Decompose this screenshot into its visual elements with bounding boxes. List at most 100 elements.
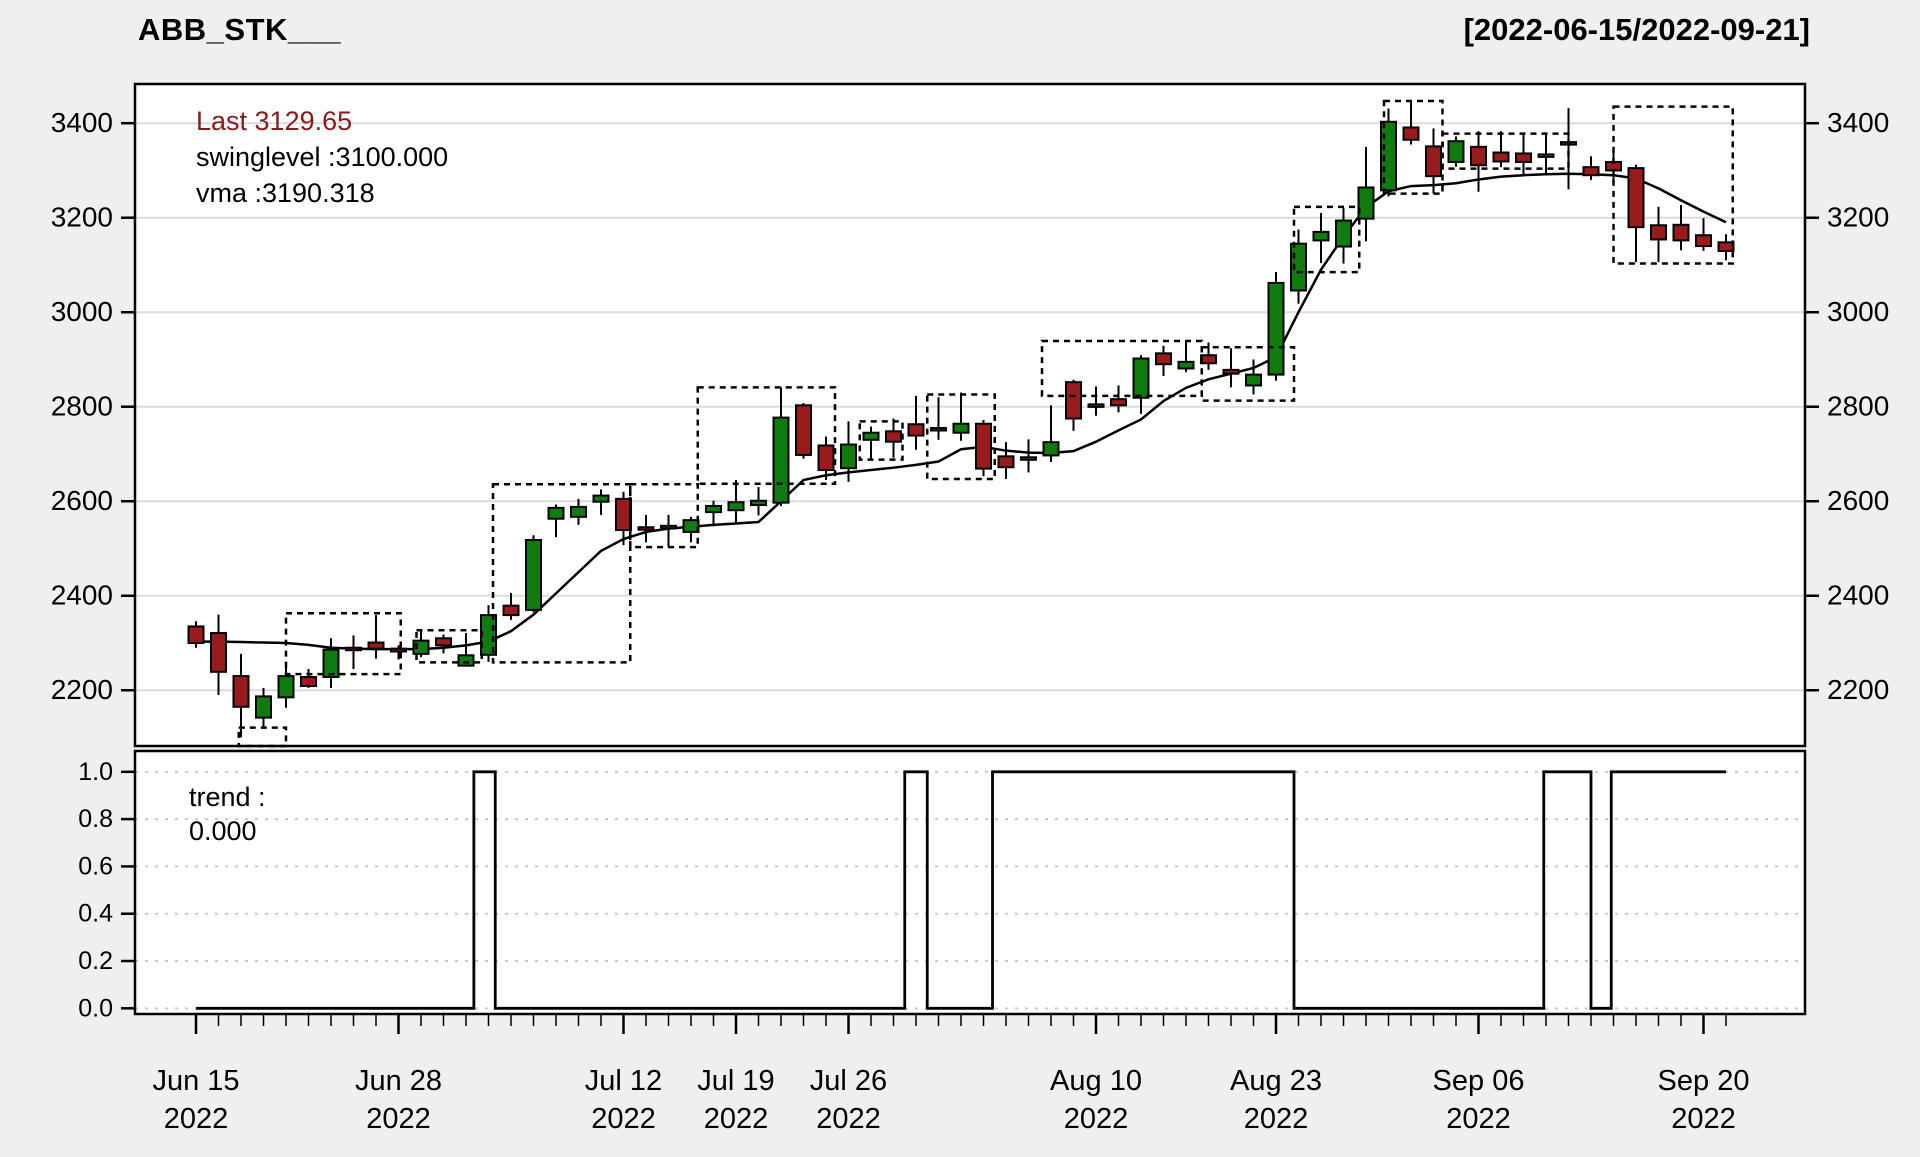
svg-text:0.0: 0.0 — [78, 994, 113, 1022]
svg-text:Sep 20: Sep 20 — [1658, 1065, 1750, 1097]
candle — [660, 514, 677, 548]
svg-text:2200: 2200 — [51, 674, 113, 705]
trend-label-line2: 0.000 — [189, 816, 257, 846]
candle — [997, 442, 1015, 480]
candle — [1177, 341, 1195, 373]
candle — [502, 592, 520, 620]
candle — [1717, 234, 1735, 261]
candle — [1627, 164, 1645, 263]
trend-y-axis: 0.0 0.2 0.4 0.6 0.8 1.0 — [78, 758, 135, 1022]
candle — [1515, 132, 1532, 175]
svg-text:Aug 10: Aug 10 — [1050, 1065, 1142, 1097]
candle — [1087, 386, 1105, 416]
svg-text:Jul 26: Jul 26 — [810, 1065, 887, 1097]
candle — [592, 489, 610, 515]
main-panel-border — [133, 82, 1807, 748]
svg-text:3400: 3400 — [51, 107, 113, 138]
svg-text:Jul 19: Jul 19 — [697, 1065, 774, 1097]
svg-text:2800: 2800 — [1827, 391, 1889, 422]
candle — [1650, 206, 1667, 263]
candle — [907, 395, 925, 450]
candle — [727, 479, 745, 523]
svg-text:2022: 2022 — [366, 1103, 431, 1135]
svg-text:3200: 3200 — [1827, 202, 1889, 233]
swing-boxes — [237, 99, 1734, 748]
svg-text:Sep 06: Sep 06 — [1433, 1065, 1525, 1097]
candle — [435, 634, 452, 654]
date-range-label: [2022-06-15/2022-09-21] — [1463, 12, 1810, 47]
candle — [750, 487, 767, 516]
candle — [322, 638, 340, 688]
candle — [952, 392, 970, 441]
trend-panel-border — [133, 749, 1807, 1016]
svg-text:1.0: 1.0 — [78, 758, 113, 786]
vma-line — [196, 172, 1727, 651]
candle — [547, 504, 565, 538]
candle — [1065, 379, 1082, 431]
svg-text:2200: 2200 — [1827, 674, 1889, 705]
candle — [930, 397, 947, 440]
chart-title: ABB_STK___ — [138, 12, 342, 47]
candle — [682, 516, 700, 543]
candle — [885, 418, 902, 458]
candle — [1447, 136, 1465, 167]
svg-text:3400: 3400 — [1827, 107, 1889, 138]
main-panel-bg — [135, 84, 1805, 746]
svg-text:2400: 2400 — [51, 580, 113, 611]
svg-text:2600: 2600 — [51, 485, 113, 516]
candle — [1155, 345, 1172, 377]
candle — [637, 514, 655, 543]
candles — [187, 101, 1735, 738]
candle — [390, 645, 407, 660]
candle — [1672, 204, 1690, 251]
svg-text:2022: 2022 — [591, 1103, 656, 1135]
candle — [367, 615, 385, 659]
svg-text:2022: 2022 — [1244, 1103, 1309, 1135]
svg-text:2022: 2022 — [816, 1103, 881, 1135]
candle — [277, 663, 295, 708]
swinglevel-label: swinglevel :3100.000 — [196, 142, 449, 172]
main-y-axis: 2200 2200 2400 2400 2600 2600 2800 2800 3000 3000… — [51, 107, 1890, 705]
candle — [1537, 134, 1555, 176]
candle — [345, 635, 362, 669]
svg-text:2022: 2022 — [1446, 1103, 1511, 1135]
svg-text:Aug 23: Aug 23 — [1230, 1065, 1322, 1097]
trend-step-line — [196, 770, 1726, 1010]
main-legend: Last 3129.65 swinglevel :3100.000 vma :3… — [196, 103, 448, 211]
svg-text:2022: 2022 — [1064, 1103, 1129, 1135]
svg-text:Jul 12: Jul 12 — [585, 1065, 662, 1097]
candle — [1582, 156, 1600, 180]
candle — [570, 498, 587, 525]
candle — [1380, 108, 1397, 197]
candle — [772, 387, 790, 506]
candle — [1402, 101, 1420, 145]
svg-text:Jun 15: Jun 15 — [152, 1065, 239, 1097]
candle — [1357, 146, 1375, 242]
candle — [1132, 355, 1150, 414]
candle — [1042, 405, 1060, 463]
candle — [232, 653, 250, 738]
svg-text:2400: 2400 — [1827, 580, 1889, 611]
candle — [817, 436, 835, 480]
candle — [1470, 131, 1487, 192]
svg-text:3000: 3000 — [1827, 296, 1889, 327]
x-axis: Jun 15 2022 Jun 28 2022 Jul 12 2022 Jul 19 2022… — [152, 1014, 1749, 1135]
candle — [840, 421, 857, 482]
svg-text:0.4: 0.4 — [78, 900, 113, 928]
svg-text:0.2: 0.2 — [78, 947, 113, 975]
candle — [1245, 359, 1262, 395]
candle — [255, 687, 272, 729]
candle — [1267, 272, 1285, 381]
trend-label-line1: trend : — [189, 782, 266, 812]
candle — [457, 633, 475, 667]
candle — [1335, 207, 1352, 264]
candle — [1425, 128, 1442, 194]
candle — [412, 630, 430, 658]
candle — [1110, 385, 1127, 413]
candle — [210, 614, 227, 695]
candle — [705, 500, 722, 527]
svg-text:2022: 2022 — [704, 1103, 769, 1135]
candle — [525, 535, 542, 613]
candle — [1492, 131, 1510, 168]
